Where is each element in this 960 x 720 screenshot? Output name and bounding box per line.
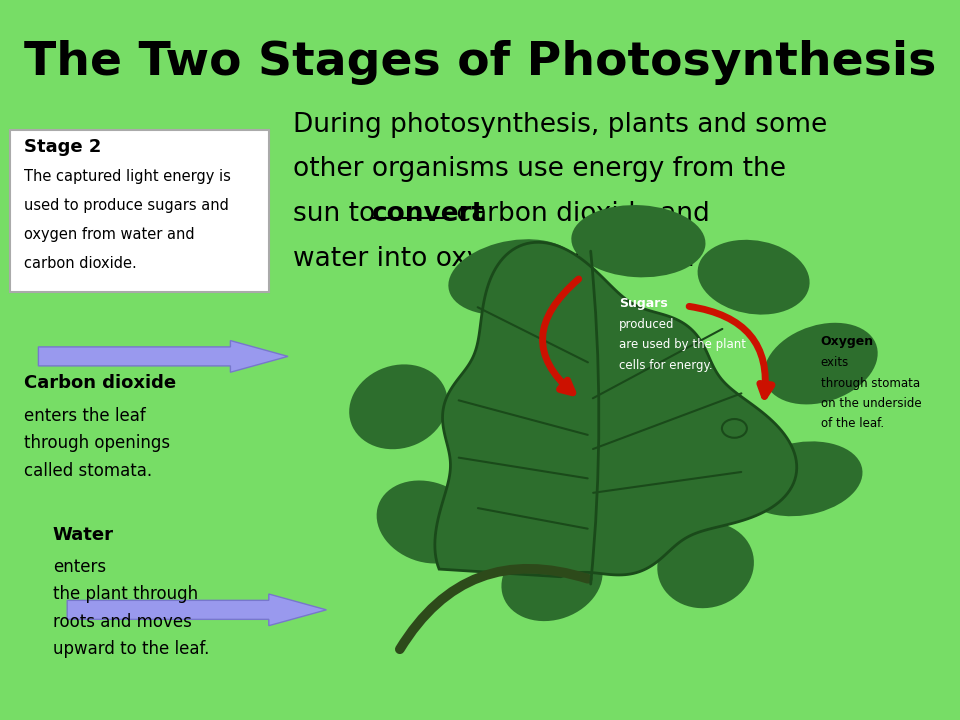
Text: carbon dioxide.: carbon dioxide.: [24, 256, 136, 271]
Text: used to produce sugars and: used to produce sugars and: [24, 198, 228, 213]
Text: carbon dioxide and: carbon dioxide and: [448, 201, 710, 227]
Text: other organisms use energy from the: other organisms use energy from the: [293, 156, 786, 182]
Text: Sugars: Sugars: [619, 297, 668, 310]
Ellipse shape: [448, 239, 579, 315]
Polygon shape: [67, 594, 326, 626]
Text: through openings: through openings: [24, 434, 170, 452]
Text: through stomata: through stomata: [821, 377, 920, 390]
Ellipse shape: [658, 522, 754, 608]
Text: on the underside: on the underside: [821, 397, 922, 410]
Ellipse shape: [501, 538, 603, 621]
Text: sun to: sun to: [293, 201, 383, 227]
Text: exits: exits: [821, 356, 849, 369]
Ellipse shape: [764, 323, 877, 405]
Ellipse shape: [349, 364, 447, 449]
Polygon shape: [435, 242, 797, 577]
Text: produced: produced: [619, 318, 675, 331]
Text: convert: convert: [372, 201, 485, 227]
Ellipse shape: [571, 205, 706, 277]
Text: Carbon dioxide: Carbon dioxide: [24, 374, 176, 392]
Text: The captured light energy is: The captured light energy is: [24, 169, 230, 184]
Text: cells for energy.: cells for energy.: [619, 359, 713, 372]
Text: Stage 2: Stage 2: [24, 138, 102, 156]
Text: oxygen from water and: oxygen from water and: [24, 227, 195, 242]
Polygon shape: [38, 341, 288, 372]
Text: Water: Water: [53, 526, 114, 544]
Text: are used by the plant: are used by the plant: [619, 338, 746, 351]
Ellipse shape: [376, 480, 478, 564]
Text: The Two Stages of Photosynthesis: The Two Stages of Photosynthesis: [24, 40, 936, 85]
FancyBboxPatch shape: [10, 130, 269, 292]
Text: of the leaf.: of the leaf.: [821, 417, 884, 430]
Ellipse shape: [741, 441, 862, 516]
Text: called stomata.: called stomata.: [24, 462, 152, 480]
Text: Oxygen: Oxygen: [821, 335, 874, 348]
Text: water into oxygen and sugars.: water into oxygen and sugars.: [293, 246, 695, 271]
Text: enters: enters: [53, 558, 106, 576]
Text: During photosynthesis, plants and some: During photosynthesis, plants and some: [293, 112, 828, 138]
Ellipse shape: [698, 240, 809, 315]
Text: enters the leaf: enters the leaf: [24, 407, 146, 425]
Text: roots and moves: roots and moves: [53, 613, 192, 631]
Text: upward to the leaf.: upward to the leaf.: [53, 640, 209, 658]
Text: the plant through: the plant through: [53, 585, 198, 603]
